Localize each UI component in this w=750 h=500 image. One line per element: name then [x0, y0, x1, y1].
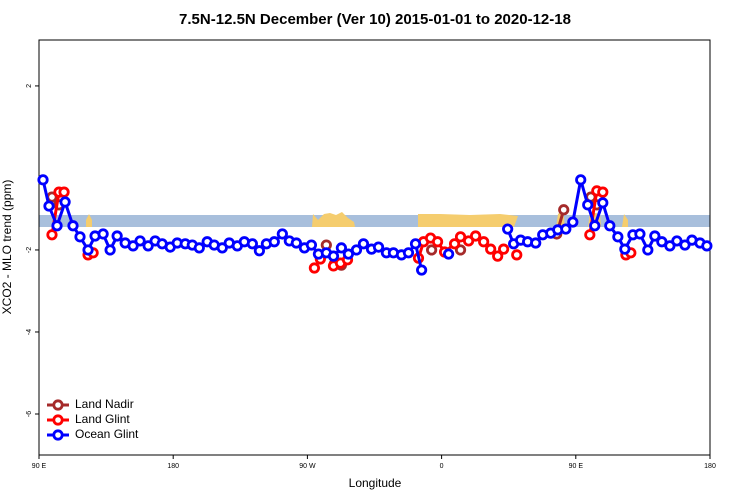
point: [290, 237, 302, 249]
point: [612, 231, 624, 243]
point: [46, 229, 58, 241]
point: [59, 196, 71, 208]
point: [589, 220, 601, 232]
x-tick-label: 180: [167, 463, 179, 470]
point: [127, 240, 139, 252]
chart-title: 7.5N-12.5N December (Ver 10) 2015-01-01 …: [179, 11, 571, 28]
point: [350, 244, 363, 256]
point: [58, 186, 70, 198]
point: [649, 230, 661, 242]
point: [426, 244, 438, 256]
y-tick-label: -4: [26, 329, 33, 335]
point: [111, 230, 123, 242]
point: [485, 243, 497, 255]
point: [671, 235, 683, 247]
x-tick-label: 90 E: [569, 463, 584, 470]
point: [431, 236, 444, 248]
point: [502, 223, 514, 235]
point: [584, 229, 596, 241]
point: [582, 199, 594, 211]
point: [575, 174, 587, 186]
x-tick-label: 180: [704, 463, 716, 470]
y-axis-title: XCO2 - MLO trend (ppm): [0, 180, 14, 315]
point: [634, 228, 646, 240]
point: [478, 236, 490, 248]
legend-label: Land Glint: [75, 412, 130, 426]
point: [402, 247, 415, 259]
point: [454, 231, 467, 243]
point: [134, 235, 146, 247]
point: [448, 238, 461, 250]
point: [642, 244, 654, 256]
y-tick-label: -2: [26, 247, 33, 253]
point: [443, 248, 455, 260]
legend-label: Ocean Glint: [75, 427, 139, 441]
point: [462, 235, 475, 247]
legend-marker: [52, 399, 64, 411]
point: [308, 262, 321, 274]
point: [656, 236, 668, 248]
point: [335, 242, 347, 254]
point: [597, 197, 609, 209]
point: [558, 204, 570, 216]
point: [43, 200, 55, 212]
point: [372, 241, 385, 253]
point: [97, 228, 109, 240]
land-mask: [86, 210, 628, 227]
point: [37, 174, 49, 186]
point: [268, 236, 280, 248]
y-tick-label: -6: [26, 411, 33, 417]
point: [511, 249, 523, 261]
legend-label: Land Nadir: [75, 397, 134, 411]
point: [246, 238, 258, 250]
point: [104, 244, 116, 256]
legend-marker: [52, 429, 64, 441]
point: [701, 240, 713, 252]
point: [305, 239, 318, 251]
latitude-band: [39, 210, 710, 227]
point: [342, 248, 355, 260]
point: [357, 238, 370, 250]
y-tick-label: 2: [26, 84, 33, 88]
point: [416, 264, 428, 276]
legend-marker: [52, 414, 64, 426]
point: [492, 250, 504, 262]
point: [604, 220, 616, 232]
point: [567, 216, 579, 228]
point: [67, 220, 79, 232]
series: [37, 174, 713, 276]
point: [327, 250, 340, 262]
point: [276, 228, 288, 240]
point: [560, 223, 572, 235]
point: [664, 240, 676, 252]
x-axis-title: Longitude: [349, 476, 402, 490]
point: [530, 237, 542, 249]
point: [619, 243, 631, 255]
ocean-band: [39, 215, 710, 227]
point: [193, 242, 205, 254]
point: [82, 244, 94, 256]
point: [597, 186, 609, 198]
point: [409, 238, 422, 250]
point: [253, 245, 265, 257]
point: [498, 243, 510, 255]
point: [216, 242, 228, 254]
point: [142, 240, 154, 252]
x-tick-label: 0: [440, 463, 444, 470]
x-tick-label: 90 W: [299, 463, 316, 470]
point: [469, 230, 482, 242]
point: [51, 220, 63, 232]
point: [74, 231, 86, 243]
point: [679, 239, 691, 251]
x-tick-label: 90 E: [32, 463, 47, 470]
